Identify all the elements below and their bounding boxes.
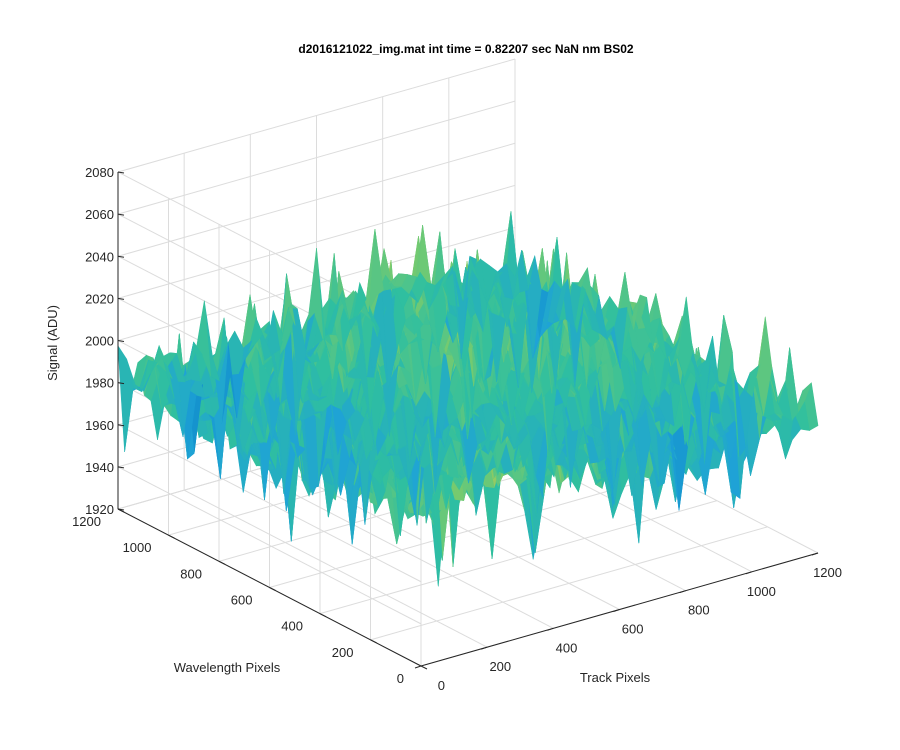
x-tick bbox=[811, 552, 819, 556]
x-tick bbox=[547, 627, 554, 631]
y-tick-label: 800 bbox=[180, 566, 202, 581]
z-tick bbox=[117, 171, 125, 174]
y-tick-label: 0 bbox=[397, 671, 404, 686]
y-tick-label: 1200 bbox=[72, 514, 101, 529]
z-tick bbox=[117, 213, 125, 216]
z-tick bbox=[117, 297, 125, 300]
x-tick bbox=[613, 609, 620, 612]
x-tick-label: 200 bbox=[489, 659, 511, 674]
z-tick-label: 2000 bbox=[85, 334, 114, 349]
grid-line bbox=[117, 100, 516, 215]
y-tick bbox=[420, 665, 428, 670]
x-tick bbox=[481, 646, 488, 650]
tick-labels: 1920194019601980200020202040206020800200… bbox=[72, 165, 842, 693]
x-tick-label: 800 bbox=[688, 603, 710, 618]
y-tick bbox=[168, 534, 175, 539]
grid-line bbox=[370, 526, 768, 641]
grid-line bbox=[117, 466, 422, 625]
surface-patch bbox=[117, 344, 134, 452]
x-tick-label: 1200 bbox=[813, 565, 842, 580]
y-tick-label: 1000 bbox=[123, 540, 152, 555]
x-tick bbox=[414, 665, 422, 669]
z-tick-label: 2040 bbox=[85, 249, 114, 264]
grid-line bbox=[117, 184, 516, 299]
y-axis-label: Wavelength Pixels bbox=[174, 660, 281, 675]
z-axis-label: Signal (ADU) bbox=[45, 305, 60, 381]
z-tick-label: 1980 bbox=[85, 376, 114, 391]
z-tick bbox=[117, 255, 125, 258]
y-tick bbox=[218, 560, 226, 565]
axes bbox=[117, 171, 819, 670]
z-tick-label: 1940 bbox=[85, 460, 114, 475]
z-tick-label: 2080 bbox=[85, 165, 114, 180]
x-tick bbox=[745, 571, 752, 575]
y-tick bbox=[117, 508, 125, 513]
y-tick-label: 400 bbox=[281, 619, 303, 634]
y-tick bbox=[370, 639, 377, 644]
z-tick bbox=[117, 424, 125, 427]
x-tick-label: 400 bbox=[556, 640, 578, 655]
x-tick-label: 1000 bbox=[747, 584, 776, 599]
z-tick-label: 1920 bbox=[85, 502, 114, 517]
y-tick bbox=[269, 587, 276, 591]
x-tick-label: 600 bbox=[622, 622, 644, 637]
z-tick bbox=[117, 340, 125, 342]
z-tick-label: 2060 bbox=[85, 207, 114, 222]
grid-line bbox=[117, 142, 516, 257]
grid-line bbox=[269, 474, 667, 588]
grid-line bbox=[117, 58, 516, 173]
x-axis-label: Track Pixels bbox=[580, 670, 651, 685]
z-tick-label: 1960 bbox=[85, 418, 114, 433]
z-tick-label: 2020 bbox=[85, 291, 114, 306]
y-tick-label: 600 bbox=[231, 593, 253, 608]
y-tick bbox=[319, 613, 327, 618]
x-tick-label: 0 bbox=[438, 678, 445, 693]
surface bbox=[117, 211, 819, 587]
x-tick bbox=[679, 590, 686, 594]
z-tick bbox=[117, 382, 125, 385]
z-tick bbox=[117, 466, 125, 469]
chart-title: d2016121022_img.mat int time = 0.82207 s… bbox=[298, 42, 634, 56]
grid-line bbox=[319, 500, 718, 615]
grid-line bbox=[117, 424, 422, 583]
y-tick-label: 200 bbox=[332, 645, 354, 660]
